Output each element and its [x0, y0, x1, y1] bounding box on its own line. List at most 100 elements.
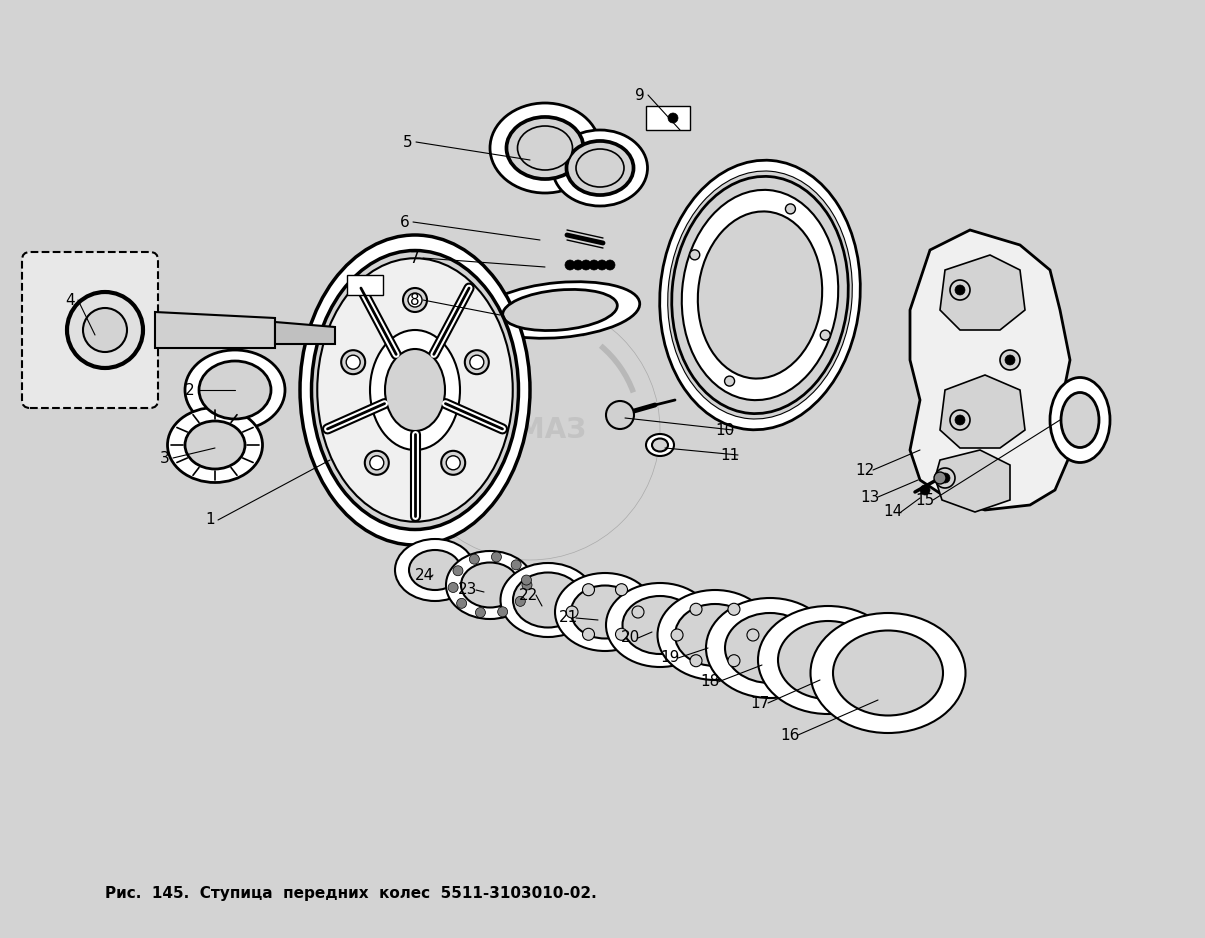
Ellipse shape [481, 281, 640, 339]
Ellipse shape [706, 598, 834, 698]
Circle shape [1005, 355, 1015, 365]
Text: 10: 10 [716, 422, 735, 437]
Text: 9: 9 [635, 87, 645, 102]
Circle shape [690, 603, 703, 615]
Circle shape [370, 456, 384, 470]
Circle shape [950, 280, 970, 300]
Ellipse shape [300, 235, 530, 545]
Circle shape [1000, 350, 1019, 370]
Ellipse shape [506, 116, 584, 179]
Circle shape [498, 607, 507, 617]
Ellipse shape [778, 621, 878, 699]
Circle shape [582, 583, 594, 596]
Circle shape [690, 655, 703, 667]
Circle shape [616, 628, 628, 641]
Ellipse shape [623, 596, 698, 654]
Circle shape [747, 629, 759, 641]
Circle shape [631, 606, 643, 618]
Circle shape [446, 456, 460, 470]
Text: КАМАЗ: КАМАЗ [474, 416, 587, 444]
Text: 21: 21 [558, 611, 577, 626]
Circle shape [441, 451, 465, 475]
Ellipse shape [370, 330, 460, 450]
Text: 6: 6 [400, 215, 410, 230]
Circle shape [689, 250, 700, 260]
Circle shape [950, 410, 970, 430]
Ellipse shape [658, 590, 772, 680]
Circle shape [668, 113, 678, 123]
Ellipse shape [833, 630, 944, 716]
Text: 20: 20 [621, 630, 640, 645]
Circle shape [470, 356, 484, 370]
Ellipse shape [568, 142, 633, 194]
Ellipse shape [462, 563, 519, 608]
Ellipse shape [556, 573, 656, 651]
Circle shape [786, 204, 795, 214]
Ellipse shape [646, 434, 674, 456]
Circle shape [956, 285, 965, 295]
Ellipse shape [186, 350, 286, 430]
Polygon shape [935, 450, 1010, 512]
Circle shape [470, 554, 480, 564]
Text: 16: 16 [781, 728, 800, 743]
FancyBboxPatch shape [646, 106, 690, 130]
Circle shape [492, 552, 501, 562]
Circle shape [457, 598, 466, 609]
Ellipse shape [446, 551, 534, 619]
Text: 3: 3 [160, 450, 170, 465]
Ellipse shape [553, 130, 647, 206]
Circle shape [453, 566, 463, 576]
Polygon shape [275, 322, 335, 344]
Ellipse shape [811, 613, 965, 733]
Circle shape [341, 350, 365, 374]
Circle shape [574, 260, 583, 270]
Text: 1: 1 [205, 512, 214, 527]
Text: 5: 5 [404, 134, 413, 149]
Ellipse shape [1050, 377, 1110, 462]
Text: 11: 11 [721, 447, 740, 462]
Ellipse shape [517, 126, 572, 170]
Text: 14: 14 [883, 505, 903, 520]
Text: 19: 19 [660, 650, 680, 665]
Ellipse shape [682, 189, 839, 401]
Circle shape [465, 350, 489, 374]
Ellipse shape [199, 361, 271, 419]
Polygon shape [910, 230, 1070, 510]
Ellipse shape [507, 118, 582, 178]
Circle shape [566, 606, 578, 618]
Circle shape [728, 603, 740, 615]
Circle shape [365, 451, 389, 475]
Circle shape [67, 292, 143, 368]
Ellipse shape [502, 290, 617, 330]
Circle shape [581, 260, 590, 270]
Ellipse shape [606, 583, 715, 667]
Circle shape [728, 655, 740, 667]
Polygon shape [940, 375, 1025, 448]
Circle shape [402, 288, 427, 312]
Circle shape [616, 583, 628, 596]
FancyBboxPatch shape [347, 275, 383, 295]
Ellipse shape [500, 563, 595, 637]
Ellipse shape [513, 572, 583, 628]
Text: 2: 2 [186, 383, 195, 398]
Ellipse shape [490, 103, 600, 193]
FancyBboxPatch shape [22, 252, 158, 408]
Text: 22: 22 [518, 587, 537, 602]
Circle shape [671, 629, 683, 641]
Ellipse shape [186, 421, 245, 469]
Circle shape [565, 260, 575, 270]
Polygon shape [940, 255, 1025, 330]
Circle shape [522, 575, 531, 585]
Circle shape [476, 608, 486, 617]
Circle shape [956, 415, 965, 425]
Text: 12: 12 [856, 462, 875, 477]
Ellipse shape [571, 585, 639, 639]
Text: 17: 17 [751, 695, 770, 710]
Ellipse shape [675, 604, 756, 666]
Text: 7: 7 [410, 250, 419, 265]
Text: 15: 15 [916, 492, 935, 507]
Circle shape [935, 468, 956, 488]
Circle shape [511, 560, 522, 570]
Ellipse shape [1060, 392, 1099, 447]
Circle shape [83, 308, 127, 352]
